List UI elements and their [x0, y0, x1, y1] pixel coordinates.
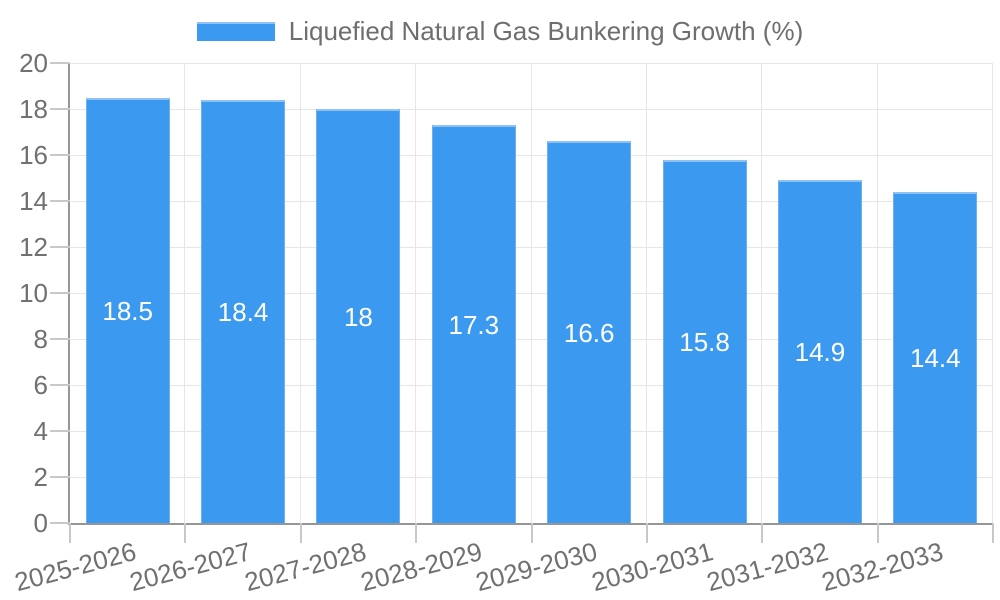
y-tick-mark: [50, 246, 70, 248]
bar-value-label: 14.9: [794, 337, 846, 368]
gridline: [415, 63, 417, 523]
bar[interactable]: 17.3: [431, 125, 516, 523]
plot-area: 0 2 4 6 8 10 12 14 16 18 20 18.5 2025-2026 18.4 2026-2…: [11, 50, 994, 597]
bar-value-label: 17.3: [448, 309, 500, 340]
gridline: [645, 63, 647, 523]
x-axis-tick-label: 2026-2027: [126, 536, 255, 598]
y-axis-tick-label: 4: [33, 416, 48, 446]
y-tick-mark: [50, 338, 70, 340]
gridline: [70, 430, 993, 432]
bar[interactable]: 14.9: [777, 180, 862, 523]
y-axis-tick-label: 0: [33, 508, 48, 538]
gridline: [70, 384, 993, 386]
y-axis-tick-label: 18: [19, 94, 48, 124]
y-tick-mark: [50, 292, 70, 294]
x-axis-tick-label: 2027-2028: [241, 536, 370, 598]
gridline: [70, 292, 993, 294]
x-tick-mark: [645, 523, 648, 543]
x-tick-mark: [992, 523, 994, 543]
x-tick-mark: [184, 523, 187, 543]
bar-value-label: 18.5: [102, 295, 153, 326]
y-axis-tick-label: 10: [19, 278, 48, 308]
y-tick-mark: [50, 108, 70, 110]
y-axis-tick-label: 14: [19, 186, 48, 216]
x-axis-tick-label: 2030-2031: [587, 536, 716, 598]
bar-value-label: 15.8: [679, 326, 730, 357]
y-tick-mark: [50, 154, 70, 156]
y-axis-tick-label: 16: [19, 140, 48, 170]
y-tick-mark: [50, 200, 70, 202]
gridline: [992, 63, 993, 523]
bar[interactable]: 14.4: [893, 191, 978, 523]
y-axis-tick-label: 12: [19, 232, 48, 262]
gridline: [70, 62, 993, 64]
x-tick-mark: [876, 523, 879, 543]
y-tick-mark: [50, 62, 70, 64]
gridline: [70, 338, 993, 340]
x-tick-mark: [69, 523, 71, 543]
bar-value-label: 18.4: [217, 296, 269, 327]
bar[interactable]: 18.5: [85, 97, 170, 523]
bar[interactable]: 18: [316, 109, 401, 523]
gridline: [876, 63, 878, 523]
bar-value-label: 16.6: [563, 317, 615, 348]
y-tick-mark: [50, 476, 70, 478]
legend-swatch-icon: [196, 21, 275, 41]
gridline: [70, 246, 993, 248]
gridline: [70, 200, 993, 202]
gridline: [70, 108, 993, 110]
y-tick-mark: [50, 384, 70, 386]
y-tick-mark: [50, 522, 70, 524]
gridline: [299, 63, 301, 523]
bar[interactable]: 15.8: [662, 159, 747, 523]
gridline: [70, 154, 993, 156]
bar[interactable]: 18.4: [201, 99, 286, 523]
x-tick-mark: [530, 523, 533, 543]
x-tick-mark: [415, 523, 418, 543]
y-tick-mark: [50, 430, 70, 432]
x-tick-mark: [299, 523, 302, 543]
legend-label: Liquefied Natural Gas Bunkering Growth (…: [288, 15, 804, 46]
x-axis-tick-label: 2031-2032: [703, 536, 832, 598]
y-axis-tick-label: 8: [33, 324, 48, 354]
y-axis-tick-label: 6: [33, 370, 48, 400]
y-axis-tick-label: 20: [19, 48, 48, 78]
x-axis-tick-label: 2029-2030: [472, 536, 601, 598]
gridline: [184, 63, 186, 523]
gridline: [530, 63, 532, 523]
bar-value-label: 14.4: [910, 342, 961, 373]
bar[interactable]: 16.6: [547, 141, 632, 523]
y-axis-tick-label: 2: [33, 462, 48, 492]
x-axis-tick-label: 2028-2029: [357, 536, 486, 598]
gridline: [70, 476, 993, 478]
x-axis-tick-label: 2025-2026: [11, 536, 139, 598]
gridline: [761, 63, 763, 523]
bar-value-label: 18: [343, 301, 373, 332]
chart-legend[interactable]: Liquefied Natural Gas Bunkering Growth (…: [0, 16, 1000, 46]
x-axis-tick-label: 2032-2033: [818, 536, 947, 598]
x-tick-mark: [761, 523, 764, 543]
